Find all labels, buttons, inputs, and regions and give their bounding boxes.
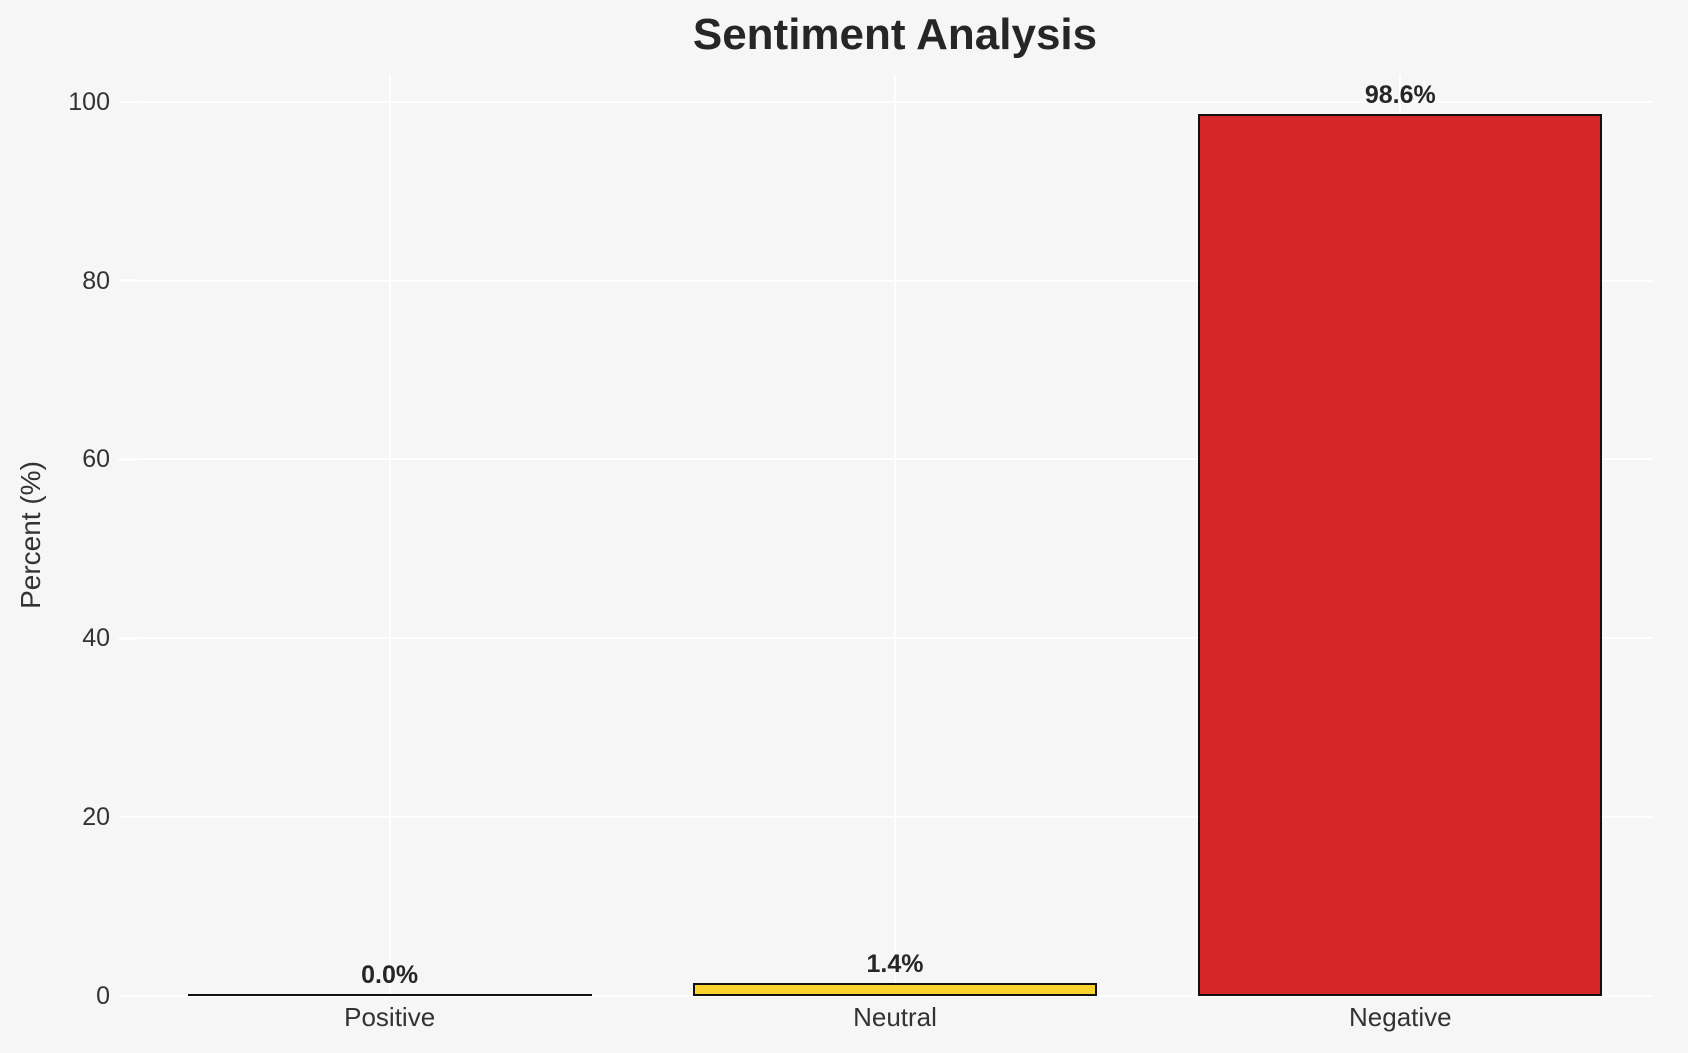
y-tick-mark — [119, 637, 136, 640]
h-gridline — [137, 995, 1653, 997]
v-gridline — [894, 75, 896, 996]
x-tick-label: Neutral — [853, 1002, 937, 1032]
y-tick-mark — [119, 815, 136, 819]
v-gridline — [388, 75, 391, 996]
x-tick-label: Negative — [1349, 1002, 1452, 1032]
y-tick-label: 20 — [82, 803, 110, 832]
y-tick-label: 40 — [82, 624, 110, 653]
y-tick-mark — [119, 100, 136, 104]
y-tick-label: 0 — [96, 982, 110, 1010]
y-tick-label: 80 — [82, 266, 110, 295]
y-tick-label: 60 — [82, 445, 110, 474]
y-tick-label: 100 — [68, 87, 110, 116]
value-label: 1.4% — [866, 950, 924, 979]
y-tick-mark — [119, 994, 136, 998]
x-tick-label: Positive — [344, 1002, 436, 1032]
bar-positive — [187, 993, 592, 996]
bar-negative — [1198, 114, 1603, 996]
y-axis-label: Percent (%) — [15, 461, 46, 609]
chart-title: Sentiment Analysis — [692, 10, 1098, 59]
y-tick-mark — [119, 279, 136, 282]
y-tick-mark — [119, 458, 136, 461]
bar-neutral — [692, 983, 1098, 996]
value-label: 98.6% — [1364, 81, 1436, 110]
value-label: 0.0% — [361, 960, 419, 989]
